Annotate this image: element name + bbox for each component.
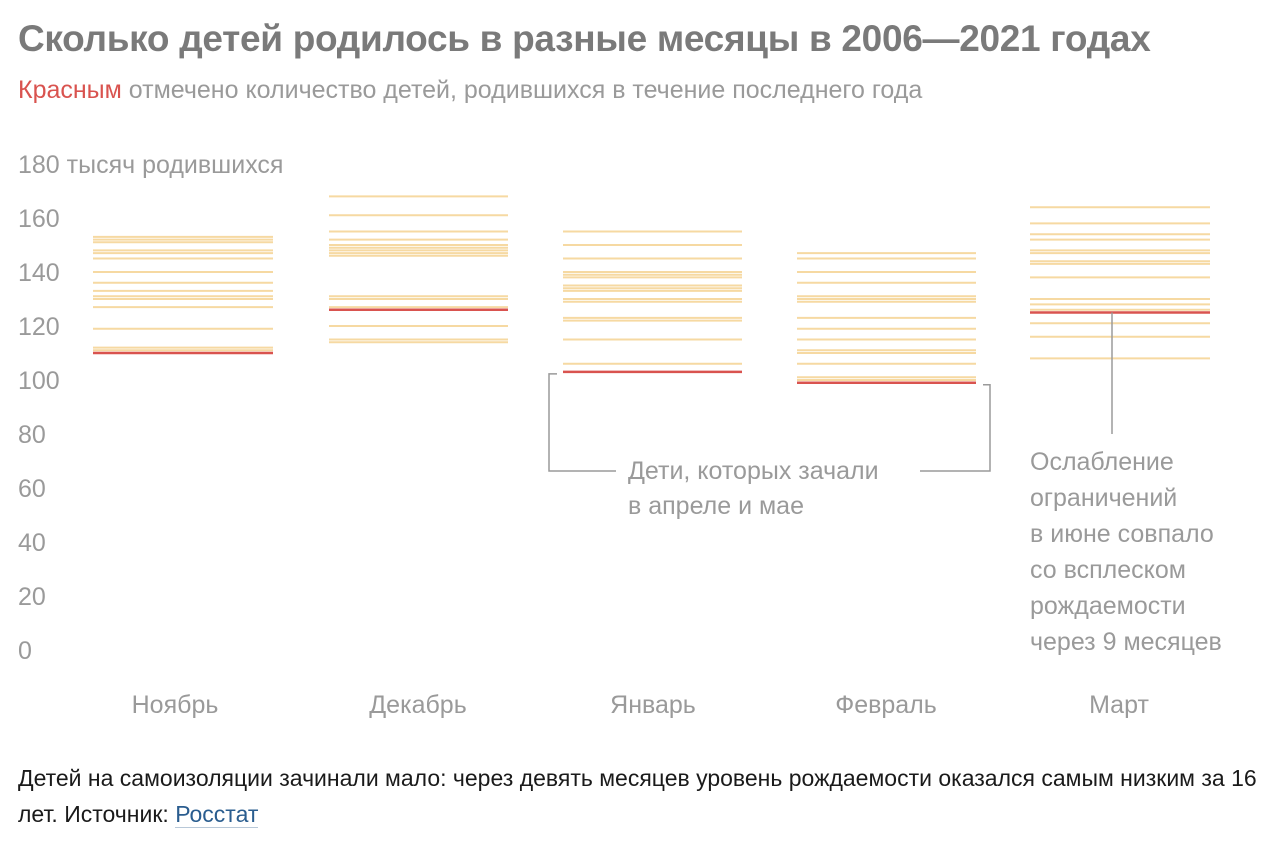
caption-text: Детей на самоизоляции зачинали мало: чер… bbox=[18, 765, 1257, 827]
strip-chart: 0 20 40 60 80 100 120 140 160 180 тысяч родившихс… bbox=[18, 151, 1222, 719]
x-tick-label: Январь bbox=[610, 691, 696, 719]
annotation-text: рождаемости bbox=[1030, 592, 1186, 620]
y-tick-label: 40 bbox=[18, 529, 46, 557]
annotation-text: ограничений bbox=[1030, 484, 1177, 512]
subtitle-text: отмечено количество детей, родившихся в … bbox=[121, 76, 923, 104]
y-tick-label: 180 тысяч родившихся bbox=[18, 151, 283, 179]
annotation-text: в июне совпало bbox=[1030, 520, 1214, 548]
y-tick-label: 0 bbox=[18, 637, 32, 665]
chart-caption: Детей на самоизоляции зачинали мало: чер… bbox=[18, 760, 1268, 832]
annotation-text: Дети, которых зачали bbox=[628, 457, 879, 485]
y-tick-label: 160 bbox=[18, 205, 60, 233]
annotation-text: через 9 месяцев bbox=[1030, 628, 1222, 656]
y-tick-label: 80 bbox=[18, 421, 46, 449]
month-group-3 bbox=[563, 230, 742, 374]
chart-title: Сколько детей родилось в разные месяцы в… bbox=[18, 18, 1151, 59]
y-tick-label: 120 bbox=[18, 313, 60, 341]
x-tick-label: Ноябрь bbox=[132, 691, 219, 719]
source-link[interactable]: Росстат bbox=[175, 801, 259, 828]
month-group-5 bbox=[1030, 206, 1210, 360]
annotation-bracket-right bbox=[920, 383, 991, 472]
y-tick-label: 100 bbox=[18, 367, 60, 395]
y-tick-label: 140 bbox=[18, 259, 60, 287]
month-group-4 bbox=[797, 252, 976, 384]
annotation-text: со всплеском bbox=[1030, 556, 1186, 584]
x-tick-label: Декабрь bbox=[369, 691, 466, 719]
x-tick-label: Февраль bbox=[835, 691, 937, 719]
y-tick-label: 20 bbox=[18, 583, 46, 611]
x-tick-label: Март bbox=[1089, 691, 1149, 719]
annotation-text: Ослабление bbox=[1030, 448, 1174, 476]
chart-subtitle: Красным отмечено количество детей, родив… bbox=[18, 76, 922, 105]
annotation-bracket-left bbox=[548, 373, 616, 472]
month-group-2 bbox=[329, 195, 508, 344]
month-group-1 bbox=[93, 235, 273, 355]
y-tick-label: 60 bbox=[18, 475, 46, 503]
subtitle-highlight: Красным bbox=[18, 76, 122, 104]
annotation-text: в апреле и мае bbox=[628, 492, 804, 520]
